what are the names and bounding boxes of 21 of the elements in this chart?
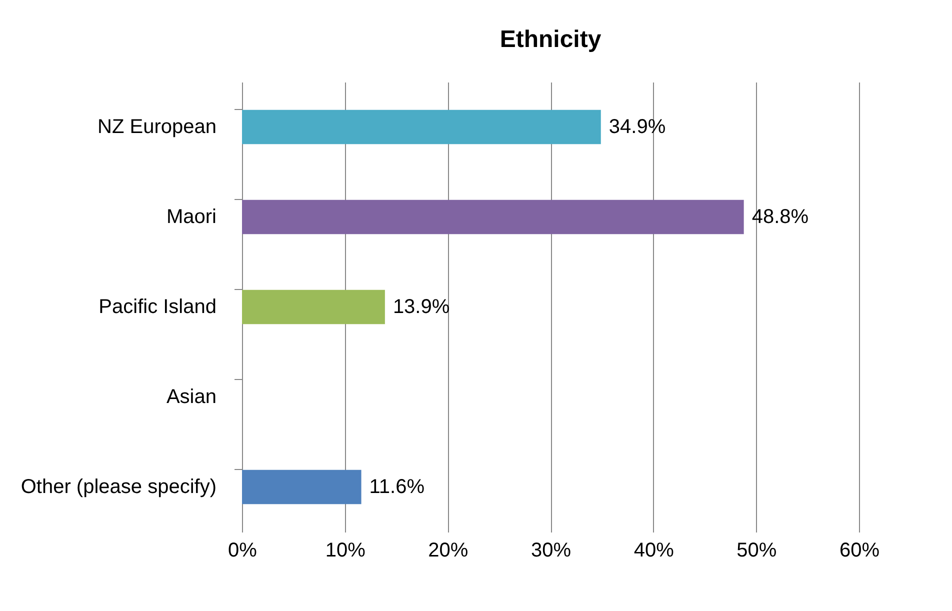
- y-tick-label: Pacific Island: [98, 296, 216, 318]
- data-label: 11.6%: [369, 476, 425, 498]
- data-label: 13.9%: [392, 296, 450, 318]
- x-tick-label: 40%: [634, 540, 674, 562]
- bar: [242, 200, 744, 234]
- y-tick-label: Other (please specify): [20, 476, 216, 498]
- x-tick-label: 60%: [839, 540, 880, 562]
- y-tick-label: Maori: [166, 206, 216, 228]
- x-tick-label: 20%: [428, 540, 468, 562]
- data-label: 34.9%: [608, 116, 666, 138]
- bar: [242, 110, 601, 144]
- y-tick-label: Asian: [166, 386, 216, 408]
- x-tick-label: 30%: [530, 540, 572, 562]
- y-tick-label: NZ European: [98, 116, 216, 138]
- bar: [242, 470, 362, 504]
- bar: [242, 290, 385, 324]
- x-tick-label: 10%: [325, 540, 366, 562]
- x-tick-label: 50%: [736, 540, 777, 562]
- x-tick-label: 0%: [228, 540, 258, 562]
- chart-title: Ethnicity: [500, 26, 602, 53]
- data-label: 48.8%: [752, 206, 809, 228]
